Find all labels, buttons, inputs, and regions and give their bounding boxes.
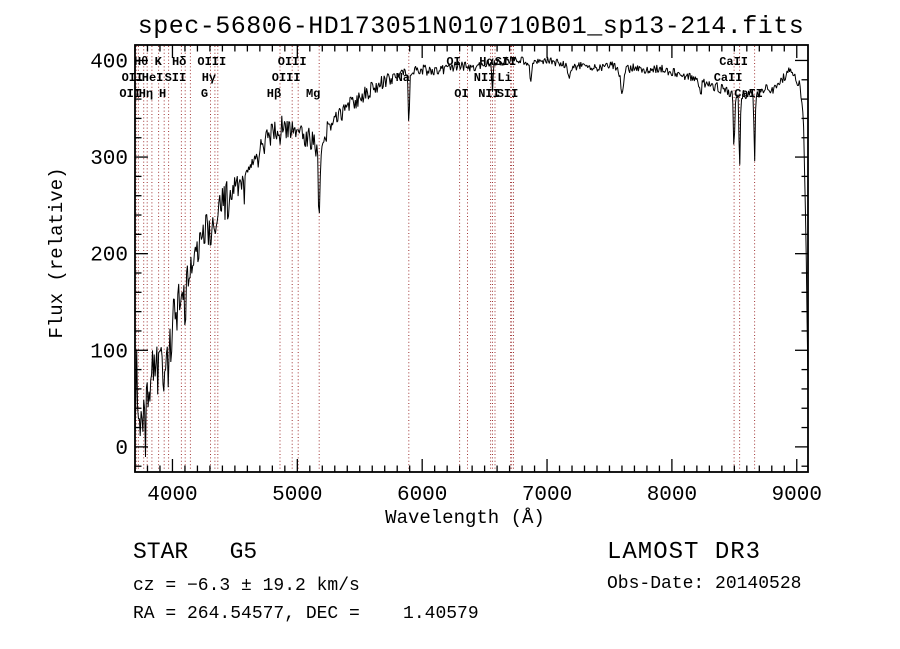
spectrum-trace-layer (134, 56, 809, 458)
spectral-line-label: NII (474, 71, 496, 85)
spectral-line-label: OII (122, 71, 144, 85)
obs-date-text: Obs-Date: 20140528 (607, 574, 801, 594)
spectral-line-label: OIII (197, 55, 226, 69)
spectral-line-label: Hθ (134, 55, 148, 69)
y-axis-title: Flux (relative) (46, 167, 68, 338)
survey-text: LAMOST DR3 (607, 539, 761, 566)
spectral-line-label: Na (396, 71, 410, 85)
plot-title: spec-56806-HD173051N010710B01_sp13-214.f… (138, 12, 805, 41)
spectral-line-label: OII (119, 87, 141, 101)
spectral-line-label: HeI (142, 71, 164, 85)
spectral-line-label: Hη (139, 87, 153, 101)
axes-box (134, 44, 809, 473)
spectral-line-markers (135, 46, 756, 471)
object-class-text: STAR G5 (133, 539, 257, 565)
cz-text: cz = −6.3 ± 19.2 km/s (133, 576, 360, 596)
y-tick-label: 300 (90, 148, 128, 171)
spectral-line-label: K (155, 55, 163, 69)
spectral-line-label: OI (454, 87, 468, 101)
spectral-line-label: Hδ (172, 55, 186, 69)
spectral-line-label: SII (495, 55, 517, 69)
x-tick-label: 5000 (272, 484, 322, 507)
x-tick-label: 4000 (147, 484, 197, 507)
spectral-line-label: Hα (479, 55, 494, 69)
spectral-line-label: OI (446, 55, 460, 69)
axis-ticks-layer (134, 45, 808, 472)
y-tick-label: 200 (90, 245, 128, 268)
x-tick-label: 7000 (522, 484, 572, 507)
spectral-line-label: Hγ (202, 71, 216, 85)
y-tick-label: 0 (115, 438, 128, 461)
spectral-line-label: SII (497, 87, 519, 101)
axis-tick-labels-layer: 4000 5000 6000 7000 8000 9000 0 100 200 300 400 (90, 51, 822, 507)
spectral-line-label: SII (165, 71, 187, 85)
spectral-line-label: CaII (734, 87, 763, 101)
spectral-line-label: Hβ (267, 87, 281, 101)
spectral-line-label: Mg (306, 87, 320, 101)
x-tick-label: 6000 (397, 484, 447, 507)
x-tick-label: 9000 (772, 484, 822, 507)
y-tick-label: 100 (90, 341, 128, 364)
spectral-line-label: OIII (278, 55, 307, 69)
spectral-line-label: CaII (719, 55, 748, 69)
spectral-line-label: H (159, 87, 166, 101)
spectral-line-label: NII (478, 87, 500, 101)
x-axis-title: Wavelength (Å) (385, 507, 545, 529)
radec-text: RA = 264.54577, DEC = 1.40579 (133, 604, 479, 624)
spectral-line-label: OIII (272, 71, 301, 85)
axes-box-layer (134, 44, 809, 473)
spectral-line-label: Li (497, 71, 511, 85)
spectrum-trace (134, 56, 809, 458)
x-tick-label: 8000 (647, 484, 697, 507)
spectral-line-label: G (201, 87, 208, 101)
y-tick-label: 400 (90, 51, 128, 74)
spectral-line-label: CaII (714, 71, 743, 85)
